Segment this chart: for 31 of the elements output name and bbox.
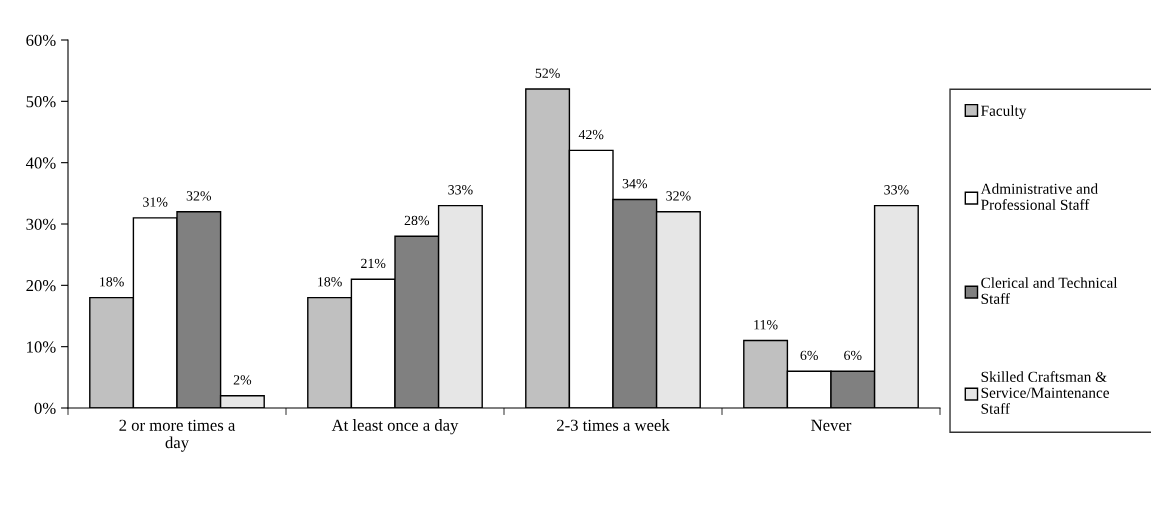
legend-label: Skilled Craftsman & Service/Maintenance Staff xyxy=(981,371,1110,414)
data-label: 33% xyxy=(884,185,909,195)
data-label: 42% xyxy=(578,129,604,140)
legend-label: Clerical and Technical Staff xyxy=(981,277,1118,304)
data-label: 32% xyxy=(186,191,212,201)
data-label: 31% xyxy=(143,197,168,207)
data-label: 28% xyxy=(404,215,430,226)
y-tick-label: 0% xyxy=(34,402,56,414)
data-label: 6% xyxy=(800,350,818,361)
data-label: 6% xyxy=(844,350,862,361)
data-label: 18% xyxy=(100,277,124,287)
x-tick-label: 2 or more times a day xyxy=(119,419,236,452)
data-label: 34% xyxy=(622,178,648,189)
data-label: 32% xyxy=(666,191,691,201)
legend-label: Administrative and Professional Staff xyxy=(980,183,1098,210)
data-label: 33% xyxy=(448,185,473,195)
legend-label: Faculty xyxy=(981,105,1027,120)
data-label: 18% xyxy=(318,277,342,287)
y-tick-label: 30% xyxy=(26,218,56,230)
y-tick-label: 60% xyxy=(26,34,56,46)
y-tick-label: 50% xyxy=(26,96,56,108)
x-tick-label: Never xyxy=(811,419,852,431)
data-label: 2% xyxy=(233,375,252,385)
y-tick-label: 40% xyxy=(25,157,56,169)
y-tick-label: 10% xyxy=(27,341,56,353)
data-label: 11% xyxy=(754,320,778,330)
x-tick-label: 2-3 times a week xyxy=(557,419,670,431)
y-tick-label: 20% xyxy=(26,280,56,292)
x-tick-label: At least once a day xyxy=(331,419,459,435)
data-label: 21% xyxy=(361,258,386,269)
data-label: 52% xyxy=(535,68,560,78)
